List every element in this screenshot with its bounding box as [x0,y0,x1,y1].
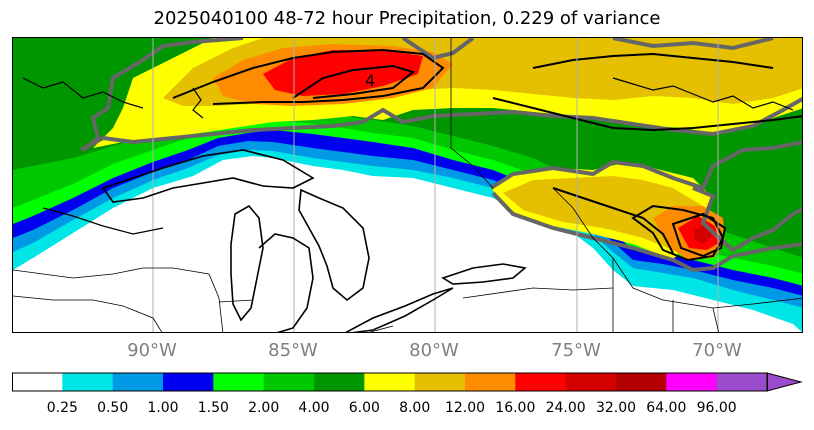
colorbar-cell [515,373,567,391]
colorbar-tick-label: 96.00 [696,400,737,416]
gray-contour [80,38,802,273]
colorbar-cell [716,373,768,391]
colorbar-cell [213,373,265,391]
lake-michigan [230,204,264,322]
colorbar-cell [112,373,164,391]
great-lakes-outline [101,149,527,332]
lon-label-85w: 85°W [268,340,318,361]
colorbar-tick-label: 0.25 [46,400,78,416]
colorbar-tick-label: 12.00 [444,400,486,416]
colorbar-tick-label: 16.00 [495,400,536,416]
michigan-peninsula [258,233,314,332]
colorbar-tick-label: 1.50 [197,400,229,416]
lon-label-70w: 70°W [692,340,742,361]
lake-ontario [441,263,527,285]
colorbar-cell [163,373,214,391]
lon-label-80w: 80°W [409,340,459,361]
colorbar-cell [465,373,516,391]
colorbar-cell [666,373,718,391]
colorbar-extend-arrow [766,372,803,392]
contour-label: 4 [365,71,375,90]
colorbar-cell [414,373,466,391]
colorbar-tick-label: 6.00 [348,400,380,416]
colorbar-cell [12,373,63,391]
black-contour [172,48,802,262]
colorbar [12,372,803,392]
colorbar-outline [12,372,768,392]
colorbar-tick-label: 64.00 [646,400,687,416]
lake-huron [298,188,370,302]
colorbar-cell [263,373,315,391]
colorbar-tick-label: 2.00 [248,400,280,416]
map-title: 2025040100 48-72 hour Precipitation, 0.2… [153,8,661,29]
longitude-grid [152,38,719,332]
colorbar-tick-label: 32.00 [595,400,637,416]
colorbar-cell [616,373,667,391]
precipitation-map: 4 [12,37,803,333]
political-borders [13,38,802,332]
lon-label-90w: 90°W [127,340,177,361]
colorbar-cell [62,373,114,391]
colorbar-tick-label: 1.00 [147,400,179,416]
longitude-axis: 90°W 85°W 80°W 75°W 70°W [0,340,814,364]
colorbar-tick-label: 24.00 [545,400,586,416]
colorbar-cell [565,373,617,391]
lake-superior [101,149,315,203]
lake-erie [345,287,454,332]
colorbar-labels: 0.25 0.50 1.00 1.50 2.00 4.00 6.00 8.00 12.00 16.… [0,400,814,420]
colorbar-tick-label: 4.00 [298,400,330,416]
lon-label-75w: 75°W [551,340,601,361]
colorbar-tick-label: 8.00 [399,400,431,416]
colorbar-cell [314,373,365,391]
colorbar-cell [364,373,416,391]
colorbar-svg [12,372,803,392]
northern-coastline [22,77,794,235]
map-canvas: 4 [13,38,802,332]
colorbar-tick-label: 0.50 [97,400,129,416]
